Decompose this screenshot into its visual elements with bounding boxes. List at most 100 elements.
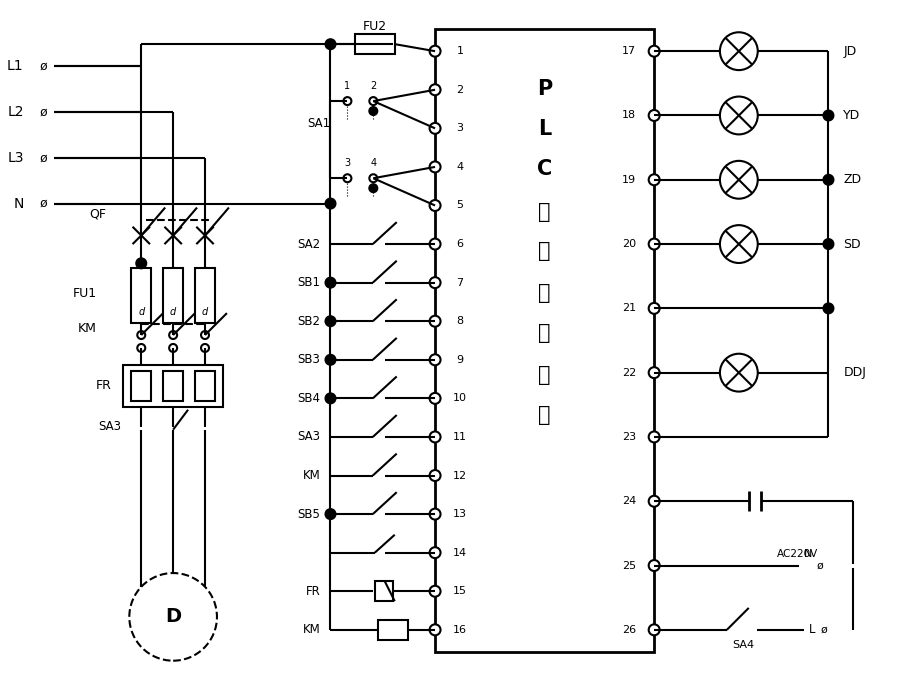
Circle shape	[649, 174, 659, 185]
Circle shape	[326, 39, 336, 49]
Circle shape	[720, 96, 758, 135]
Circle shape	[137, 344, 145, 352]
Text: SB5: SB5	[298, 507, 320, 520]
Text: N: N	[14, 197, 23, 210]
Text: ø: ø	[821, 625, 827, 635]
Circle shape	[649, 238, 659, 249]
Circle shape	[824, 239, 833, 249]
Circle shape	[649, 367, 659, 378]
Circle shape	[429, 624, 440, 635]
Text: SD: SD	[843, 238, 861, 251]
Bar	[378, 620, 408, 640]
Text: d: d	[138, 307, 144, 317]
Text: KM: KM	[303, 469, 320, 482]
Circle shape	[201, 344, 209, 352]
Text: 7: 7	[456, 278, 464, 288]
Text: N: N	[804, 548, 812, 559]
Bar	[195, 371, 215, 401]
Circle shape	[720, 32, 758, 70]
Bar	[435, 29, 654, 652]
Text: 5: 5	[456, 201, 464, 210]
Circle shape	[170, 344, 177, 352]
Text: 4: 4	[370, 158, 376, 168]
Circle shape	[369, 97, 377, 105]
Text: 11: 11	[453, 432, 467, 442]
Circle shape	[326, 509, 336, 519]
Circle shape	[429, 393, 440, 404]
Circle shape	[369, 184, 377, 192]
Text: ø: ø	[40, 151, 48, 164]
Text: P: P	[537, 79, 552, 99]
Text: C: C	[537, 158, 552, 179]
Text: 3: 3	[456, 124, 464, 133]
Text: SA4: SA4	[732, 640, 755, 650]
Circle shape	[429, 547, 440, 558]
Text: JD: JD	[843, 44, 857, 57]
Text: d: d	[202, 307, 208, 317]
Circle shape	[720, 161, 758, 199]
Text: YD: YD	[843, 109, 861, 122]
Bar	[355, 34, 395, 54]
Circle shape	[720, 225, 758, 263]
Circle shape	[649, 303, 659, 313]
Text: ZD: ZD	[843, 173, 861, 186]
Text: SA1: SA1	[308, 117, 330, 130]
Circle shape	[824, 175, 833, 184]
Circle shape	[369, 174, 377, 182]
Text: d: d	[170, 307, 176, 317]
Circle shape	[344, 174, 352, 182]
Circle shape	[326, 199, 336, 208]
Text: 8: 8	[456, 316, 464, 326]
Text: L1: L1	[7, 59, 23, 73]
Text: 制: 制	[538, 323, 551, 343]
Circle shape	[326, 354, 336, 365]
Text: 17: 17	[622, 46, 636, 56]
Text: 22: 22	[622, 367, 637, 378]
Text: 19: 19	[622, 175, 636, 185]
Text: FR: FR	[96, 379, 111, 392]
Circle shape	[429, 470, 440, 481]
Circle shape	[429, 316, 440, 326]
Circle shape	[344, 97, 352, 105]
Circle shape	[649, 432, 659, 443]
Circle shape	[649, 560, 659, 571]
Text: SB3: SB3	[298, 353, 320, 366]
Text: 2: 2	[456, 85, 464, 95]
Text: DDJ: DDJ	[843, 366, 866, 379]
Text: ø: ø	[816, 561, 824, 570]
Text: 18: 18	[622, 111, 636, 120]
Text: SA3: SA3	[298, 430, 320, 443]
Circle shape	[649, 624, 659, 635]
Circle shape	[429, 432, 440, 443]
Text: SB2: SB2	[298, 315, 320, 328]
Text: 1: 1	[456, 46, 464, 56]
Text: 23: 23	[622, 432, 636, 442]
Circle shape	[429, 509, 440, 520]
Bar	[163, 371, 183, 401]
Text: 25: 25	[622, 561, 636, 570]
Circle shape	[170, 331, 177, 339]
Text: 12: 12	[453, 471, 467, 481]
Text: 16: 16	[453, 625, 467, 635]
Text: FR: FR	[306, 585, 320, 598]
Text: SB1: SB1	[298, 276, 320, 289]
Text: SB4: SB4	[298, 392, 320, 405]
Circle shape	[429, 200, 440, 211]
Text: 3: 3	[345, 158, 351, 168]
Text: L: L	[538, 119, 551, 139]
Text: 13: 13	[453, 509, 467, 519]
Text: 组: 组	[538, 201, 551, 221]
Circle shape	[326, 278, 336, 288]
Text: ø: ø	[40, 197, 48, 210]
Text: D: D	[165, 607, 181, 626]
Circle shape	[429, 46, 440, 57]
Text: 2: 2	[370, 81, 376, 91]
Text: 1: 1	[345, 81, 351, 91]
Text: SA2: SA2	[298, 238, 320, 251]
Bar	[375, 581, 392, 601]
Text: 15: 15	[453, 586, 467, 596]
Text: QF: QF	[89, 207, 106, 220]
Circle shape	[649, 496, 659, 507]
Circle shape	[429, 277, 440, 288]
Bar	[163, 268, 183, 323]
